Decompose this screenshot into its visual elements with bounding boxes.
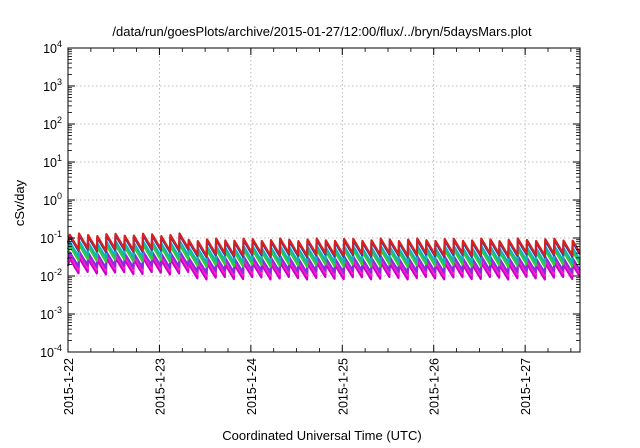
x-tick-label: 2015-1-22 <box>62 358 76 415</box>
x-tick-label: 2015-1-25 <box>336 358 350 415</box>
chart-title: /data/run/goesPlots/archive/2015-01-27/1… <box>112 24 532 39</box>
y-tick-label: 102 <box>43 115 62 132</box>
series-line-4 <box>66 243 581 268</box>
y-axis-label: cSv/day <box>12 179 27 226</box>
series-line-3 <box>66 239 581 264</box>
series-line-6 <box>66 252 581 277</box>
y-tick-label: 101 <box>43 153 62 170</box>
series-line-7 <box>66 256 581 281</box>
series-line-5 <box>66 250 581 275</box>
y-tick-label: 104 <box>43 39 62 56</box>
x-axis-label: Coordinated Universal Time (UTC) <box>222 428 421 443</box>
grid <box>68 48 580 352</box>
x-tick-label: 2015-1-23 <box>153 358 167 415</box>
y-tick-label: 103 <box>43 77 62 94</box>
x-tick-label: 2015-1-26 <box>428 358 442 415</box>
series-line-1 <box>66 232 581 257</box>
x-tick-label: 2015-1-27 <box>519 358 533 415</box>
x-tick-label: 2015-1-24 <box>245 358 259 415</box>
y-tick-label: 10-3 <box>40 305 62 322</box>
ticks <box>67 47 580 353</box>
y-tick-labels: 10-4 10-3 10-2 10-1 100 101 102 103 104 <box>40 39 62 360</box>
y-tick-label: 100 <box>43 191 62 208</box>
series-group <box>66 232 581 281</box>
y-tick-label: 10-1 <box>40 229 62 246</box>
y-tick-label: 10-4 <box>40 343 62 360</box>
y-tick-label: 10-2 <box>40 267 62 284</box>
x-tick-labels: 2015-1-22 2015-1-23 2015-1-24 2015-1-25 2015… <box>62 358 533 415</box>
